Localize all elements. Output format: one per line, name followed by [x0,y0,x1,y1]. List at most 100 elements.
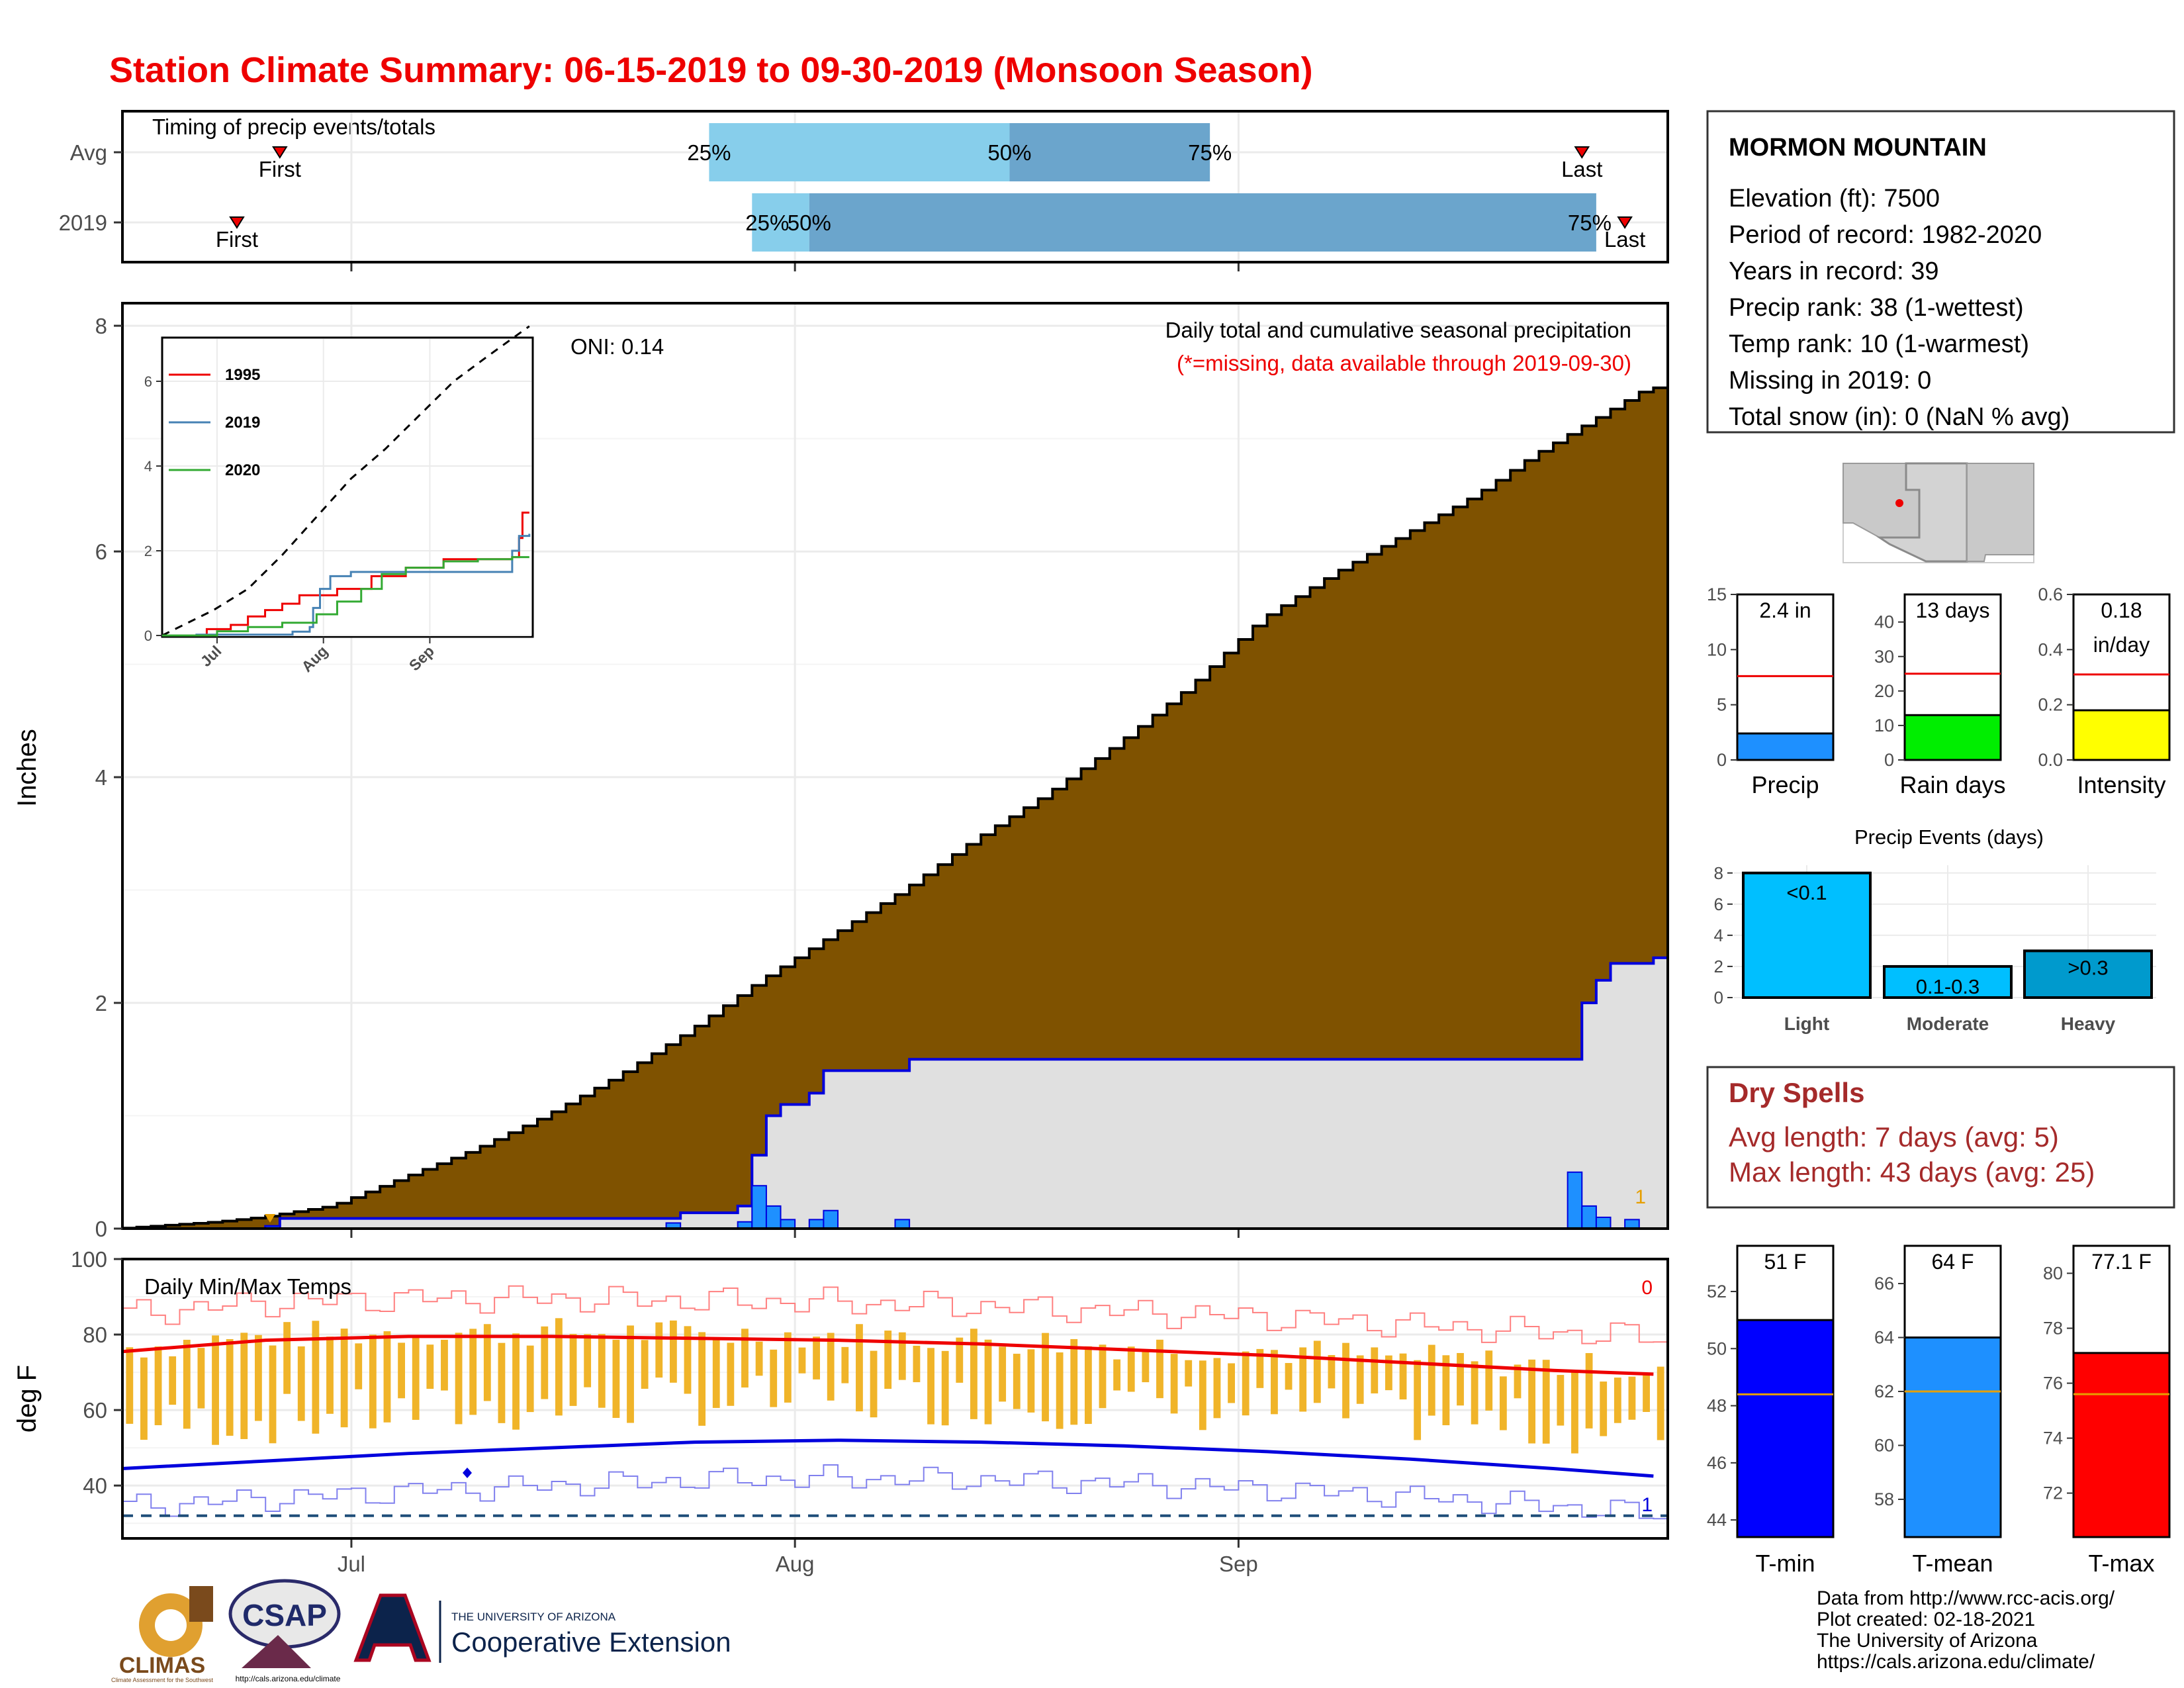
tempsum-value-label: 64 F [1931,1250,1974,1274]
temp-daily-bar [1285,1363,1293,1390]
daily-precip-bar [751,1185,767,1229]
oni-text: ONI: 0.14 [570,334,664,359]
temp-daily-bar [1185,1360,1193,1387]
temp-daily-bar [1342,1342,1349,1419]
dry-spells-avg: Avg length: 7 days (avg: 5) [1729,1121,2059,1152]
timing-quantile-label: 25% [687,140,731,165]
temp-ytick-label: 60 [83,1398,107,1423]
tempsum-value-bar [1736,1319,1835,1538]
temp-daily-bar [1571,1372,1578,1454]
temp-daily-bar [1042,1333,1049,1422]
inset-ytick-label: 0 [144,628,152,644]
temp-daily-bar [898,1332,906,1380]
events-category-label: Light [1784,1013,1829,1034]
temp-daily-bar [884,1331,892,1389]
credits-line: Plot created: 02-18-2021 [1817,1609,2035,1630]
timing-first-label: First [259,157,301,181]
temp-title: Daily Min/Max Temps [144,1274,351,1299]
events-ytick-label: 6 [1714,894,1723,914]
ua-logo: THE UNIVERSITY OF ARIZONA Cooperative Ex… [353,1593,731,1663]
summary-ytick-label: 10 [1874,716,1894,735]
temp-xtick-label: Jul [338,1552,365,1576]
temp-daily-bar [212,1335,219,1445]
temp-ytick-label: 80 [83,1323,107,1347]
tempsum-ytick-label: 64 [1874,1328,1894,1348]
inset-series-line [162,534,531,637]
inset-series-line [162,556,529,637]
temp-daily-bar [827,1333,835,1401]
tempsum-value-bar [2072,1352,2171,1538]
daily-precip-bar [780,1219,796,1229]
timing-first-marker [229,216,245,229]
inset-legend-label: 2020 [225,461,260,479]
temp-daily-bar [1170,1354,1178,1414]
station-lines: Elevation (ft): 7500 Period of record: 19… [1729,185,2070,431]
timing-last-label: Last [1604,227,1645,252]
temp-daily-bar [941,1350,949,1426]
tempsum-value-bar [1903,1336,2002,1538]
inset-ytick-label: 2 [144,543,152,559]
temp-daily-bar [340,1329,348,1428]
temp-daily-bar [1242,1351,1250,1416]
events-ytick-label: 4 [1714,925,1723,945]
tempsum-ytick-label: 58 [1874,1489,1894,1509]
timing-quantile-label: 75% [1568,211,1612,235]
summary-name: Rain days [1899,771,2005,798]
temp-daily-bar [169,1356,177,1405]
events-bar-label: 0.1-0.3 [1916,975,1980,998]
temp-daily-bar [1428,1344,1435,1416]
station-info-line: Temp rank: 10 (1-warmest) [1729,330,2029,358]
temp-daily-bar [326,1336,334,1414]
map-state-new-mexico [1966,463,2034,562]
station-frame [1706,110,2175,434]
events-ytick-label: 0 [1714,988,1723,1008]
events-bar-label: <0.1 [1786,881,1827,904]
temp-daily-bar [426,1344,434,1389]
temp-daily-bar [684,1326,692,1394]
precip-annotation-title: Daily total and cumulative seasonal prec… [1165,318,1631,342]
inset-avg-line [161,325,530,637]
temp-daily-bar [1442,1355,1450,1426]
page-title: Station Climate Summary: 06-15-2019 to 0… [109,50,1313,90]
events-axis: 0 2 4 6 8 Light Moderate Heavy [1714,863,2116,1034]
temp-daily-bar [1528,1359,1536,1444]
tempsum-ytick-label: 74 [2043,1429,2063,1448]
temp-daily-bar [183,1339,191,1429]
temp-daily-bar [841,1346,849,1383]
temp-daily-bar [627,1325,634,1423]
summary-ytick-label: 0.4 [2038,639,2063,659]
summary-ytick-label: 0.6 [2038,585,2063,604]
temp-daily-bar [569,1334,577,1406]
temp-daily-bar [383,1331,391,1423]
station-info-line: Elevation (ft): 7500 [1729,185,1940,212]
temp-daily-bar [1542,1360,1550,1444]
summary-panel: 0 10 20 30 40 13 days Rain days [1874,593,2006,798]
temp-daily-bar [1399,1353,1407,1400]
tempsum-panel: 58 60 62 64 66 64 F T-mean [1874,1244,2002,1577]
temp-daily-bar [412,1336,420,1420]
timing-title: Timing of precip events/totals [152,115,435,139]
temp-daily-bar [1414,1360,1422,1440]
tempsum-ytick-label: 66 [1874,1274,1894,1293]
credits-line: The University of Arizona [1817,1630,2038,1652]
timing-bar-q3 [809,193,1596,252]
temp-daily-bar [1628,1376,1636,1420]
avg-cumulative-area [121,386,1669,1230]
temp-ylabel: deg F [13,1365,42,1432]
temp-daily-bar [1056,1352,1064,1429]
first-event-marker [265,1214,275,1223]
daily-precip-bar [808,1219,825,1229]
temp-daily-bar [1127,1346,1135,1392]
timing-bar-q2 [709,123,1010,181]
temp-daily-bar [498,1342,506,1423]
temp-daily-bar [1514,1364,1522,1399]
tmin-avg-line [122,1438,1654,1478]
daily-precip-bar [1595,1216,1612,1229]
csap-mountain [242,1635,311,1668]
tmax-record-line [122,1285,1668,1344]
summary-ytick-label: 30 [1874,647,1894,667]
temp-daily-bar [1457,1352,1464,1406]
summary-value-bar [1736,732,1835,761]
